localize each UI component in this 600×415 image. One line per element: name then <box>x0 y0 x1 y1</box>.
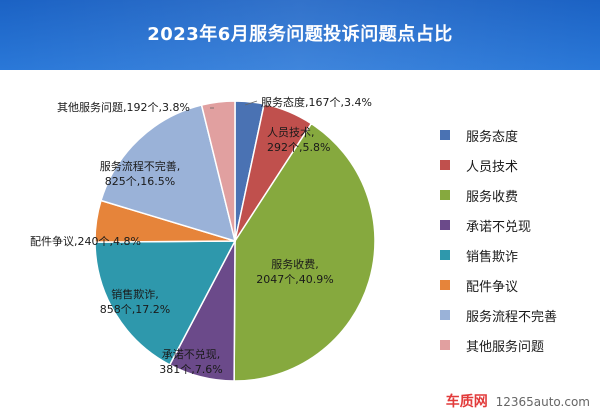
title-banner-sheen <box>0 0 600 70</box>
data-label-2: 人员技术, 292个,5.8% <box>267 126 330 154</box>
data-label-8: 其他服务问题,192个,3.8% <box>57 101 190 114</box>
leader-line-1 <box>244 100 258 106</box>
legend-label: 服务收费 <box>466 189 519 205</box>
pie-slice-3 <box>233 122 376 382</box>
pie-slice-5 <box>94 240 237 366</box>
watermark-site: 12365auto.com <box>495 395 590 409</box>
title-banner: 2023年6月服务问题投诉问题点占比 <box>0 0 600 70</box>
legend-label: 销售欺诈 <box>466 249 519 265</box>
watermark-brand: 车质网 <box>445 394 488 410</box>
legend-label: 承诺不兑现 <box>466 219 532 235</box>
legend-swatch <box>440 190 450 200</box>
legend-item-5: 销售欺诈 <box>440 240 590 270</box>
legend-swatch <box>440 130 450 140</box>
chart-title: 2023年6月服务问题投诉问题点占比 <box>147 24 453 45</box>
legend-item-7: 服务流程不完善 <box>440 300 590 330</box>
legend-item-3: 服务收费 <box>440 180 590 210</box>
legend-item-8: 其他服务问题 <box>440 330 590 360</box>
legend-swatch <box>440 280 450 290</box>
legend-item-4: 承诺不兑现 <box>440 210 590 240</box>
legend-swatch <box>440 340 450 350</box>
legend-swatch <box>440 310 450 320</box>
data-label-7: 服务流程不完善, 825个,16.5% <box>100 159 181 188</box>
legend-swatch <box>440 250 450 260</box>
legend-swatch <box>440 160 450 170</box>
legend-label: 人员技术 <box>466 159 519 175</box>
watermark: 车质网 12365auto.com <box>446 391 590 411</box>
legend-label: 服务流程不完善 <box>466 309 558 325</box>
pie-slice-8 <box>200 100 236 242</box>
legend-label: 配件争议 <box>466 279 519 295</box>
chart-area: 服务态度,167个,3.4% 人员技术, 292个,5.8% 服务收费, 2047个,4… <box>5 78 595 415</box>
data-label-5: 销售欺诈, 858个,17.2% <box>100 287 170 316</box>
data-label-6: 配件争议,240个,4.8% <box>30 234 141 248</box>
pie-slice-7 <box>100 104 237 243</box>
legend-swatch <box>440 220 450 230</box>
legend-label: 服务态度 <box>466 129 519 145</box>
pie-chart: 服务态度,167个,3.4% 人员技术, 292个,5.8% 服务收费, 2047个,4… <box>30 95 376 382</box>
legend-item-1: 服务态度 <box>440 120 590 150</box>
data-label-1: 服务态度,167个,3.4% <box>261 95 372 109</box>
legend-item-6: 配件争议 <box>440 270 590 300</box>
data-label-4: 承诺不兑现, 381个,7.6% <box>159 347 222 376</box>
legend-label: 其他服务问题 <box>466 339 545 355</box>
legend-item-2: 人员技术 <box>440 150 590 180</box>
data-label-3: 服务收费, 2047个,40.9% <box>256 257 333 286</box>
chart-legend: 服务态度人员技术服务收费承诺不兑现销售欺诈配件争议服务流程不完善 其他服务问题 <box>440 120 590 360</box>
